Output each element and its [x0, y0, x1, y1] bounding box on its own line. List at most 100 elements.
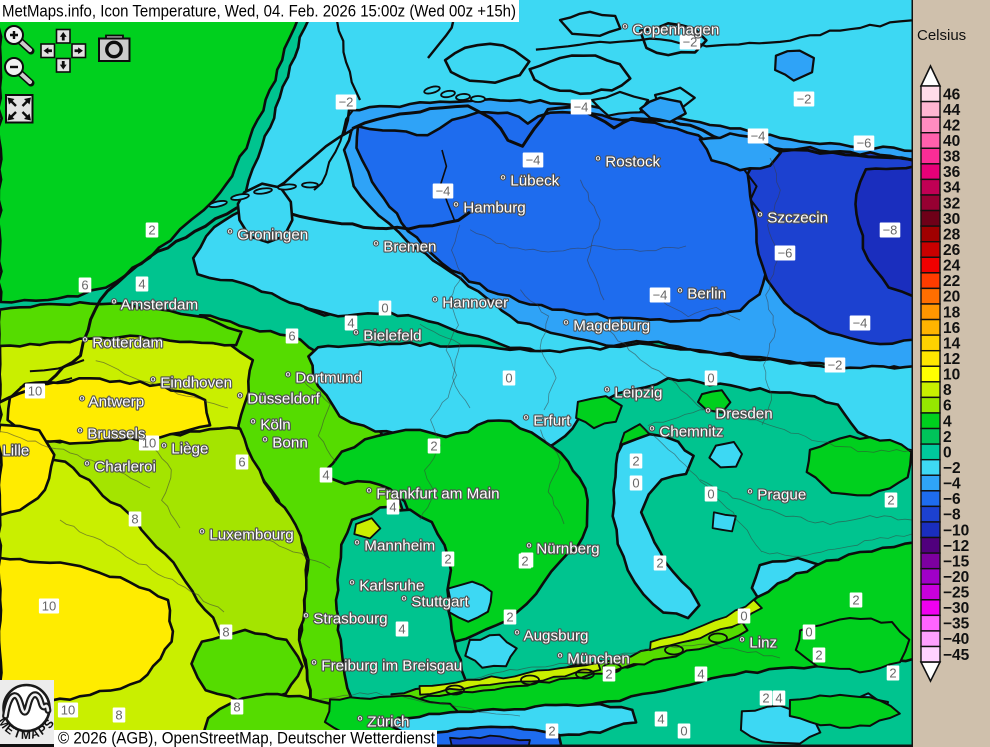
svg-text:2: 2 — [889, 666, 896, 681]
svg-text:0: 0 — [740, 609, 747, 624]
svg-text:−6: −6 — [943, 491, 961, 508]
svg-text:0: 0 — [680, 724, 687, 739]
svg-text:0: 0 — [707, 371, 714, 386]
svg-text:−40: −40 — [943, 631, 969, 648]
svg-text:° München: ° München — [557, 651, 630, 668]
svg-text:38: 38 — [943, 149, 961, 166]
svg-text:MetMaps.info, Icon Temperature: MetMaps.info, Icon Temperature, Wed, 04.… — [2, 2, 516, 21]
svg-text:0: 0 — [805, 625, 812, 640]
svg-text:° Dresden: ° Dresden — [705, 406, 773, 423]
svg-text:−6: −6 — [778, 246, 793, 261]
svg-text:−8: −8 — [943, 507, 961, 524]
svg-text:6: 6 — [238, 455, 245, 470]
svg-text:−4: −4 — [943, 476, 961, 493]
svg-text:0: 0 — [381, 301, 388, 316]
svg-text:° Eindhoven: ° Eindhoven — [150, 375, 232, 392]
svg-text:4: 4 — [657, 712, 664, 727]
svg-text:° Erfurt: ° Erfurt — [523, 413, 571, 430]
svg-text:−2: −2 — [943, 460, 961, 477]
svg-text:© 2026 (AGB), OpenStreetMap, D: © 2026 (AGB), OpenStreetMap, Deutscher W… — [58, 729, 435, 747]
svg-text:−8: −8 — [883, 223, 898, 238]
svg-text:° Berlin: ° Berlin — [677, 286, 726, 303]
svg-text:40: 40 — [943, 133, 960, 150]
svg-text:° Szczecin: ° Szczecin — [757, 210, 828, 227]
svg-text:30: 30 — [943, 211, 960, 228]
svg-text:4: 4 — [389, 500, 396, 515]
svg-text:4: 4 — [775, 691, 782, 706]
svg-text:−10: −10 — [943, 522, 969, 539]
svg-text:2: 2 — [815, 648, 822, 663]
svg-text:6: 6 — [81, 278, 88, 293]
svg-text:6: 6 — [288, 329, 295, 344]
svg-text:24: 24 — [943, 258, 961, 275]
svg-text:−15: −15 — [943, 553, 970, 570]
svg-text:0: 0 — [707, 487, 714, 502]
svg-text:0: 0 — [632, 476, 639, 491]
svg-text:° Frankfurt am Main: ° Frankfurt am Main — [366, 486, 500, 503]
svg-text:2: 2 — [656, 556, 663, 571]
svg-text:Celsius: Celsius — [917, 27, 966, 44]
svg-text:0: 0 — [943, 444, 952, 461]
svg-text:2: 2 — [148, 223, 155, 238]
svg-text:° Nürnberg: ° Nürnberg — [526, 541, 600, 558]
svg-text:−2: −2 — [797, 92, 812, 107]
svg-text:2: 2 — [548, 724, 555, 739]
svg-text:−30: −30 — [943, 600, 969, 617]
svg-text:° Amsterdam: ° Amsterdam — [111, 297, 198, 314]
svg-text:° Augsburg: ° Augsburg — [514, 628, 588, 645]
svg-text:−4: −4 — [526, 153, 541, 168]
svg-text:° Charleroi: ° Charleroi — [84, 459, 156, 476]
svg-text:° Hamburg: ° Hamburg — [453, 200, 526, 217]
svg-text:2: 2 — [506, 610, 513, 625]
svg-text:2: 2 — [852, 593, 859, 608]
svg-text:16: 16 — [943, 320, 961, 337]
svg-text:36: 36 — [943, 164, 961, 181]
svg-text:−25: −25 — [943, 585, 970, 602]
svg-text:° Copenhagen: ° Copenhagen — [622, 22, 719, 39]
svg-text:28: 28 — [943, 226, 961, 243]
svg-text:44: 44 — [943, 102, 961, 119]
svg-text:4: 4 — [943, 413, 952, 430]
svg-text:° Strasbourg: ° Strasbourg — [303, 611, 388, 628]
svg-text:46: 46 — [943, 86, 961, 103]
svg-text:−45: −45 — [943, 647, 970, 664]
svg-text:° Liège: ° Liège — [161, 441, 208, 458]
svg-text:26: 26 — [943, 242, 961, 259]
svg-text:−2: −2 — [683, 35, 698, 50]
svg-text:4: 4 — [697, 667, 704, 682]
svg-text:14: 14 — [943, 335, 961, 352]
svg-text:4: 4 — [398, 622, 405, 637]
svg-text:° Hannover: ° Hannover — [432, 295, 508, 312]
svg-text:4: 4 — [138, 277, 145, 292]
svg-text:10: 10 — [61, 703, 75, 718]
svg-text:° Karlsruhe: ° Karlsruhe — [349, 578, 424, 595]
svg-text:° Bremen: ° Bremen — [373, 239, 436, 256]
svg-text:−4: −4 — [574, 100, 589, 115]
svg-text:−4: −4 — [436, 184, 451, 199]
svg-text:12: 12 — [943, 351, 960, 368]
svg-text:° Linz: ° Linz — [739, 635, 777, 652]
svg-text:° Rotterdam: ° Rotterdam — [82, 335, 163, 352]
svg-text:° Leipzig: ° Leipzig — [604, 385, 662, 402]
svg-text:° Luxembourg: ° Luxembourg — [199, 527, 294, 544]
svg-text:10: 10 — [142, 436, 156, 451]
svg-text:8: 8 — [115, 708, 122, 723]
svg-text:° Rostock: ° Rostock — [595, 154, 661, 171]
svg-text:−4: −4 — [653, 288, 668, 303]
svg-text:2: 2 — [521, 554, 528, 569]
svg-text:° Magdeburg: ° Magdeburg — [563, 318, 650, 335]
svg-text:2: 2 — [632, 454, 639, 469]
svg-text:2: 2 — [887, 493, 894, 508]
svg-text:M: M — [21, 728, 31, 742]
svg-text:4: 4 — [347, 316, 354, 331]
svg-text:° Brussels: ° Brussels — [77, 426, 146, 443]
svg-text:° Bielefeld: ° Bielefeld — [353, 328, 422, 345]
svg-text:20: 20 — [943, 289, 960, 306]
svg-text:−6: −6 — [857, 136, 872, 151]
svg-text:10: 10 — [943, 367, 960, 384]
svg-text:0: 0 — [505, 371, 512, 386]
svg-text:10: 10 — [42, 599, 56, 614]
svg-text:−4: −4 — [751, 129, 766, 144]
svg-text:−2: −2 — [828, 358, 843, 373]
svg-text:° Prague: ° Prague — [747, 487, 806, 504]
